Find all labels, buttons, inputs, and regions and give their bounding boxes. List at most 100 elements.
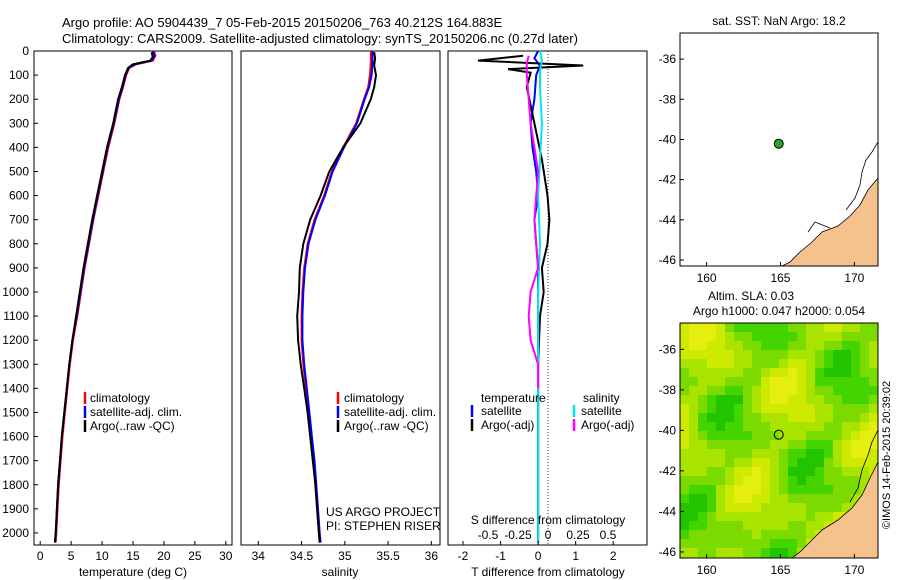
sla-cell	[689, 512, 699, 522]
sla-cell	[716, 404, 726, 414]
sla-cell	[851, 350, 861, 360]
series-line-satellite-adj-clim-	[54, 50, 156, 543]
sla-cell	[743, 530, 753, 540]
sla-cell	[779, 521, 789, 531]
sst-map-lat-tick-label: -40	[659, 132, 677, 146]
sla-cell	[815, 440, 825, 450]
sla-cell	[743, 548, 753, 558]
sla-cell	[689, 476, 699, 486]
sla-cell	[833, 332, 843, 342]
sla-cell	[689, 494, 699, 504]
sla-cell	[788, 377, 798, 387]
depth-tick-label: 300	[9, 116, 29, 130]
sla-cell	[851, 332, 861, 342]
sla-cell	[680, 458, 690, 468]
sla-cell	[689, 503, 699, 513]
difference-s-tick-label: -0.25	[504, 528, 532, 542]
sla-cell	[869, 431, 878, 441]
sla-cell	[734, 530, 744, 540]
sla-cell	[842, 395, 852, 405]
project-annotation-line1: US ARGO PROJECT	[326, 505, 441, 519]
sla-cell	[833, 476, 843, 486]
sla-cell	[725, 539, 735, 549]
depth-tick-label: 800	[9, 237, 29, 251]
sla-cell	[752, 404, 762, 414]
sla-cell	[734, 395, 744, 405]
sla-cell	[860, 368, 870, 378]
sla-cell	[806, 530, 816, 540]
sla-cell	[860, 431, 870, 441]
sla-cell	[878, 548, 888, 558]
legend-heading-salinity: salinity	[583, 391, 620, 405]
sla-cell	[815, 359, 825, 369]
sla-cell	[689, 377, 699, 387]
sla-cell	[689, 539, 699, 549]
sla-map-lon-tick-label: 160	[697, 563, 717, 577]
sla-cell	[707, 395, 717, 405]
sla-cell	[734, 449, 744, 459]
sla-cell	[716, 413, 726, 423]
sla-cell	[689, 521, 699, 531]
difference-t-tick-label: -2	[458, 549, 469, 563]
sla-cell	[752, 521, 762, 531]
sla-cell	[779, 359, 789, 369]
sla-cell	[788, 539, 798, 549]
salinity-x-tick-label: 34	[252, 549, 266, 563]
sla-cell	[869, 359, 878, 369]
sla-cell	[752, 332, 762, 342]
sla-cell	[725, 386, 735, 396]
sla-cell	[689, 530, 699, 540]
difference-plot-frame	[447, 50, 648, 546]
sla-cell	[761, 332, 771, 342]
sla-cell	[752, 476, 762, 486]
sla-cell	[797, 494, 807, 504]
sla-cell	[680, 386, 690, 396]
sla-cell	[716, 440, 726, 450]
sla-cell	[833, 413, 843, 423]
sla-cell	[842, 431, 852, 441]
sla-map-lat-tick-label: -46	[659, 545, 677, 559]
sla-cell	[824, 476, 834, 486]
sla-cell	[734, 476, 744, 486]
sst-map-lon-tick-label: 160	[697, 271, 717, 285]
figure-title-line1: Argo profile: AO 5904439_7 05-Feb-2015 2…	[62, 15, 503, 30]
sla-cell	[716, 503, 726, 513]
sla-cell	[716, 341, 726, 351]
sla-cell	[752, 368, 762, 378]
sla-cell	[833, 422, 843, 432]
sla-cell	[734, 350, 744, 360]
sla-map-frame	[679, 322, 879, 559]
sla-cell	[734, 512, 744, 522]
sla-cell	[851, 449, 861, 459]
series-line-satellite-adj-clim-	[301, 51, 374, 543]
legend-label-t-argo: Argo(-adj)	[481, 418, 534, 432]
sla-cell	[797, 512, 807, 522]
legend-label-argo: Argo(..raw -QC)	[344, 419, 429, 433]
difference-t-tick-label: 0	[535, 549, 542, 563]
sla-cell	[788, 449, 798, 459]
sla-cell	[725, 341, 735, 351]
sla-cell	[806, 377, 816, 387]
sla-cell	[797, 440, 807, 450]
sla-cell	[752, 539, 762, 549]
sla-cell	[797, 341, 807, 351]
sla-cell	[698, 359, 708, 369]
sla-cell	[833, 458, 843, 468]
sla-cell	[833, 431, 843, 441]
temperature-x-tick-label: 15	[126, 549, 140, 563]
sla-cell	[689, 548, 699, 558]
legend-label-s-satellite: satellite	[581, 404, 622, 418]
depth-tick-label: 500	[9, 164, 29, 178]
sla-cell	[779, 458, 789, 468]
sla-cell	[770, 467, 780, 477]
sla-cell	[752, 386, 762, 396]
sla-cell	[761, 359, 771, 369]
sla-cell	[806, 359, 816, 369]
sla-cell	[752, 323, 762, 333]
sla-cell	[833, 404, 843, 414]
sla-cell	[752, 458, 762, 468]
sla-cell	[860, 449, 870, 459]
sla-cell	[707, 431, 717, 441]
sla-cell	[725, 413, 735, 423]
sla-cell	[743, 359, 753, 369]
